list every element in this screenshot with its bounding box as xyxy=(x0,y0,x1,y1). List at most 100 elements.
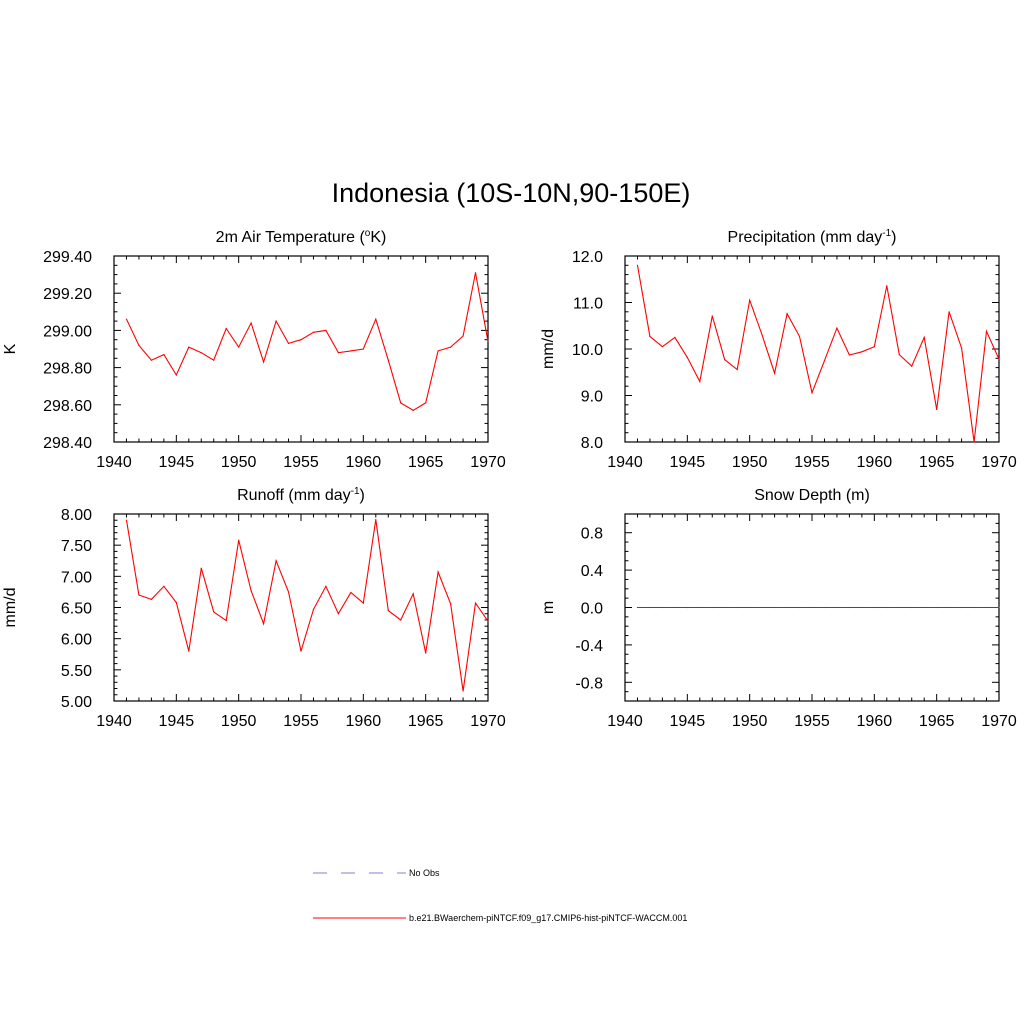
temp-data-point xyxy=(287,342,290,345)
snow-x-tick-label: 1965 xyxy=(919,713,955,730)
snow-data-point xyxy=(786,606,788,609)
runoff-data-point xyxy=(362,602,364,604)
runoff-data-point xyxy=(425,652,427,654)
snow-data-point xyxy=(936,606,938,609)
temp-data-point xyxy=(125,318,128,320)
precip-x-tick-label: 1940 xyxy=(607,454,643,471)
snow-y-tick-label: -0.8 xyxy=(575,675,603,692)
snow-data-point xyxy=(699,606,701,609)
runoff-data-point xyxy=(312,608,315,610)
temp-data-point xyxy=(300,339,302,341)
snow-data-point xyxy=(961,606,963,609)
precip-data-point xyxy=(886,285,888,287)
precip-data-point xyxy=(749,299,751,301)
precip-data-point xyxy=(761,334,763,336)
precip-series-line xyxy=(636,265,1000,443)
panel-snow: 1940 1945 1950 1955 1960 1965 1970 -0.8 -0.4 0.0 0… xyxy=(540,487,1017,730)
temp-data-point xyxy=(200,352,202,354)
precip-data-point xyxy=(973,441,975,443)
panel-runoff: 1940 1945 1950 1955 1960 1965 1970 5.00 5.50 6.00… xyxy=(2,486,506,730)
snow-x-tick-label: 1950 xyxy=(732,713,768,730)
runoff-y-tick-label: 6.50 xyxy=(61,601,92,618)
snow-data-point xyxy=(636,606,639,609)
snow-x-tick-label: 1940 xyxy=(607,713,643,730)
precip-x-tick-label: 1955 xyxy=(794,454,830,471)
snow-data-point xyxy=(998,606,1000,609)
temp-data-point xyxy=(462,335,464,337)
precip-y-tick-label: 10.0 xyxy=(572,342,603,359)
precip-x-tick-label: 1970 xyxy=(981,454,1017,471)
runoff-data-point xyxy=(387,610,389,612)
precip-data-point xyxy=(711,315,713,317)
precip-y-tick-label: 12.0 xyxy=(572,249,603,266)
precip-data-point xyxy=(724,359,726,361)
runoff-x-tick-label: 1955 xyxy=(283,713,319,730)
runoff-y-tick-label: 7.50 xyxy=(61,538,92,555)
snow-x-tick-label: 1970 xyxy=(981,713,1017,730)
temp-data-point xyxy=(238,346,240,348)
temp-x-tick-label: 1940 xyxy=(96,454,132,471)
snow-data-point xyxy=(923,606,925,609)
runoff-data-point xyxy=(250,590,252,592)
runoff-data-point xyxy=(263,623,265,625)
temp-y-tick-label: 299.00 xyxy=(43,323,92,340)
snow-data-point xyxy=(811,606,813,609)
precip-data-point xyxy=(998,358,1000,360)
temp-data-point xyxy=(275,320,277,322)
runoff-data-point xyxy=(462,690,464,692)
runoff-series-line xyxy=(125,519,489,692)
snow-x-tick-label: 1955 xyxy=(794,713,830,730)
snow-data-point xyxy=(911,606,913,609)
temp-x-tick-label: 1955 xyxy=(283,454,319,471)
temp-data-point xyxy=(487,340,489,343)
temp-data-point xyxy=(474,272,477,274)
precip-x-tick-label: 1945 xyxy=(670,454,706,471)
runoff-y-tick-label: 5.00 xyxy=(61,694,92,711)
precip-data-point xyxy=(848,354,851,356)
precip-data-point xyxy=(661,346,664,348)
precip-data-point xyxy=(836,327,838,329)
snow-x-tick-label: 1945 xyxy=(670,713,706,730)
temp-data-point xyxy=(188,346,190,348)
temp-data-point xyxy=(225,327,227,330)
snow-y-tick-label: 0.8 xyxy=(581,526,603,543)
temp-data-point xyxy=(163,353,165,356)
temp-data-point xyxy=(150,359,152,361)
runoff-y-tick-label: 8.00 xyxy=(61,507,92,524)
precip-data-point xyxy=(786,313,788,315)
snow-y-tick-label: 0.4 xyxy=(581,563,603,580)
precip-data-point xyxy=(774,372,776,374)
legend-model-label: b.e21.BWaerchem-piNTCF.f09_g17.CMIP6-his… xyxy=(409,913,687,923)
runoff-data-point xyxy=(437,571,439,573)
runoff-plot-frame xyxy=(113,513,489,702)
temp-x-tick-label: 1960 xyxy=(346,454,382,471)
precip-data-point xyxy=(961,347,963,349)
legend: No Obs b.e21.BWaerchem-piNTCF.f09_g17.CM… xyxy=(313,868,687,923)
precip-data-point xyxy=(873,346,875,348)
temp-data-point xyxy=(400,402,402,404)
temp-x-tick-label: 1965 xyxy=(408,454,444,471)
snow-data-point xyxy=(836,606,838,609)
temp-x-tick-label: 1945 xyxy=(159,454,195,471)
runoff-data-point xyxy=(238,539,240,541)
temp-data-point xyxy=(412,409,414,411)
snow-data-point xyxy=(686,606,688,609)
precip-data-point xyxy=(736,368,738,371)
runoff-data-point xyxy=(350,591,352,594)
precip-y-tick-label: 8.0 xyxy=(581,435,603,452)
temp-plot-frame xyxy=(113,255,489,443)
precip-data-point xyxy=(911,365,913,367)
snow-data-point xyxy=(649,606,651,609)
snow-data-point xyxy=(823,606,826,609)
runoff-data-point xyxy=(337,613,339,615)
precip-panel-title: Precipitation (mm day-1) xyxy=(728,228,897,246)
snow-y-tick-label: 0.0 xyxy=(581,601,603,618)
temp-x-tick-label: 1950 xyxy=(221,454,257,471)
temp-series-line xyxy=(126,272,489,412)
panel-temp: 1940 1945 1950 1955 1960 1965 1970 298.40 298.60… xyxy=(2,228,506,471)
snow-data-point xyxy=(886,606,888,609)
runoff-data-point xyxy=(275,560,277,562)
runoff-data-point xyxy=(300,650,302,652)
temp-data-point xyxy=(263,361,265,363)
precip-data-point xyxy=(798,335,801,338)
